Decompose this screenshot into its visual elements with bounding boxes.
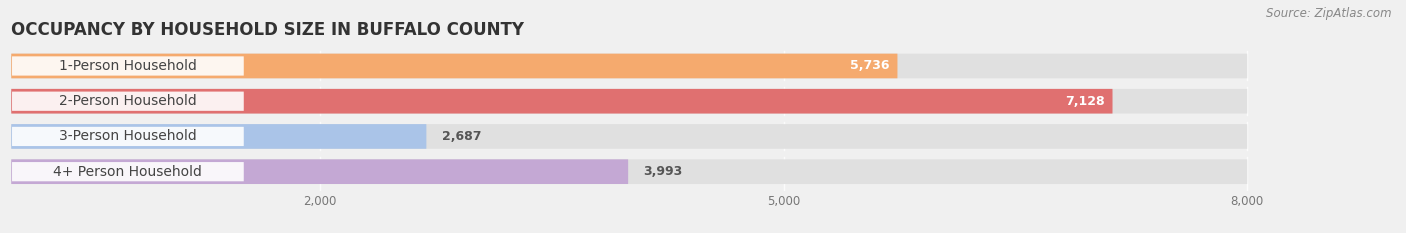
FancyBboxPatch shape	[11, 89, 1247, 113]
FancyBboxPatch shape	[13, 56, 243, 75]
FancyBboxPatch shape	[11, 124, 426, 149]
FancyBboxPatch shape	[11, 159, 1247, 184]
FancyBboxPatch shape	[11, 124, 1247, 149]
Text: 3,993: 3,993	[644, 165, 683, 178]
Text: 5,736: 5,736	[851, 59, 890, 72]
Text: 2-Person Household: 2-Person Household	[59, 94, 197, 108]
Text: 1-Person Household: 1-Person Household	[59, 59, 197, 73]
FancyBboxPatch shape	[13, 127, 243, 146]
Text: 2,687: 2,687	[441, 130, 481, 143]
Text: 4+ Person Household: 4+ Person Household	[53, 165, 202, 179]
FancyBboxPatch shape	[11, 159, 628, 184]
Text: OCCUPANCY BY HOUSEHOLD SIZE IN BUFFALO COUNTY: OCCUPANCY BY HOUSEHOLD SIZE IN BUFFALO C…	[11, 21, 524, 39]
FancyBboxPatch shape	[13, 162, 243, 181]
FancyBboxPatch shape	[11, 54, 1247, 78]
Text: 7,128: 7,128	[1066, 95, 1105, 108]
FancyBboxPatch shape	[11, 54, 897, 78]
FancyBboxPatch shape	[11, 89, 1112, 113]
Text: Source: ZipAtlas.com: Source: ZipAtlas.com	[1267, 7, 1392, 20]
Text: 3-Person Household: 3-Person Household	[59, 130, 197, 144]
FancyBboxPatch shape	[13, 92, 243, 111]
